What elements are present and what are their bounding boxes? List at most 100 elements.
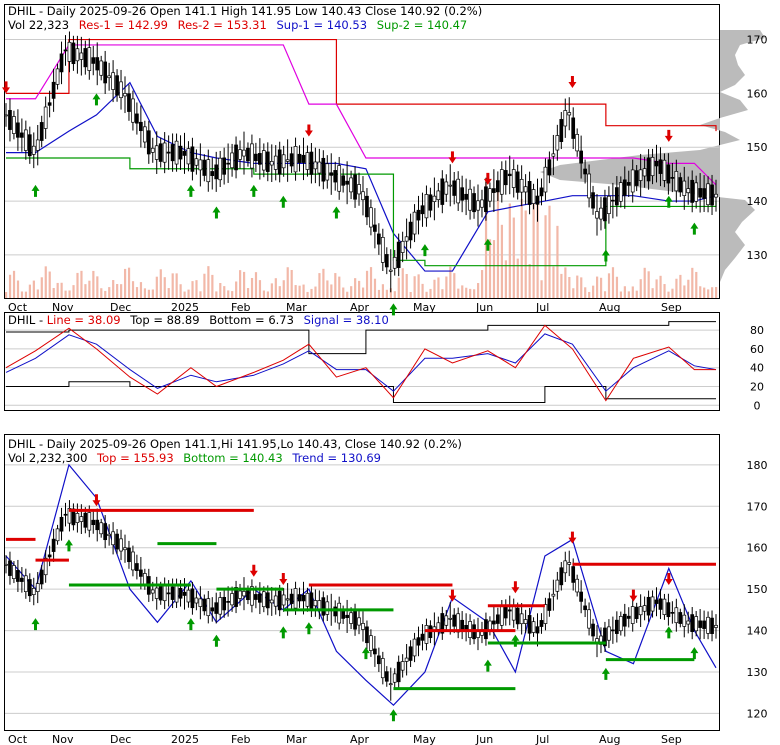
price-candle-body (412, 211, 417, 235)
trend-candle-body (357, 617, 361, 626)
volume-bar (655, 279, 658, 298)
price-candle-body (555, 135, 560, 151)
buy-arrow (186, 184, 195, 197)
signal-arrows (2, 76, 699, 316)
volume-bar (607, 273, 611, 298)
trend-candle-body (79, 516, 84, 522)
price-candle-body (495, 180, 500, 193)
trend-candle-body (71, 508, 76, 526)
price-candle-body (142, 126, 147, 143)
trend-candle-body (519, 613, 524, 625)
volume-bar (413, 276, 416, 298)
month-label: Dec (110, 301, 131, 314)
price-candle-body (234, 144, 238, 171)
volume-bar (127, 267, 131, 298)
volume-bar (199, 291, 202, 298)
volume-bar (104, 290, 107, 298)
volume-bar (159, 269, 162, 298)
volume-bar (619, 291, 623, 298)
volume-bar (453, 273, 456, 298)
volume-bar (484, 179, 488, 298)
sell-arrow (448, 151, 457, 164)
sell-arrow (664, 129, 673, 142)
volume-bar (488, 239, 492, 298)
volume-bar (556, 225, 559, 298)
trend-candle-body (579, 591, 583, 602)
trend-candle-body (27, 579, 32, 597)
buy-arrow (601, 667, 610, 680)
volume-bar (135, 287, 139, 298)
price-candle-body (150, 147, 155, 153)
trend-candle-body (43, 557, 48, 576)
trend-candle-body (535, 626, 540, 634)
sell-arrow (629, 589, 638, 602)
price-candle-body (289, 153, 294, 167)
price-candle-body (607, 195, 611, 214)
y-tick-label: 150 (747, 583, 768, 596)
volume-bar (599, 277, 603, 298)
price-candle-body (206, 159, 211, 183)
price-candle-body (16, 122, 20, 138)
price-candle-body (242, 149, 246, 157)
trend-candle-body (416, 637, 421, 646)
price-candle-body (325, 163, 330, 181)
volume-bars (5, 179, 718, 298)
price-candle-body (535, 195, 540, 205)
month-label: Jun (475, 301, 493, 314)
price-candle-body (543, 166, 548, 193)
volume-bar (461, 285, 464, 298)
price-candle-body (448, 184, 453, 187)
trend-candle-body (571, 566, 576, 583)
trend-candle-body (642, 605, 647, 612)
volume-bar (588, 291, 591, 298)
trend-candle-body (63, 513, 68, 516)
month-label: Jul (535, 733, 549, 745)
price-header-legend: Vol 22,323 Res-1 = 142.99 Res-2 = 153.31… (8, 18, 467, 32)
trend-candle-body (273, 595, 278, 607)
trend-candle-body (682, 614, 687, 627)
volume-bar (282, 280, 285, 298)
trend-candle-body (250, 586, 254, 606)
price-candle-body (440, 178, 445, 205)
trend-candle-body (210, 607, 215, 612)
buy-arrow (64, 539, 73, 552)
trend-candle-body (293, 588, 298, 609)
volume-bar (322, 268, 325, 298)
trend-candle-body (373, 648, 377, 655)
price-candle-body (579, 150, 583, 164)
price-candle-body (373, 224, 377, 232)
trend-bottom-value: Bottom = 140.43 (183, 451, 282, 465)
price-candle-body (694, 182, 699, 202)
volume-bar (254, 272, 258, 298)
trend-candle-body (448, 617, 453, 620)
trend-candle-body (154, 587, 159, 599)
volume-bar (246, 288, 250, 298)
trend-candle-body (611, 629, 615, 632)
price-candle-body (103, 61, 108, 84)
sell-arrow (568, 76, 577, 88)
volume-bar (401, 268, 404, 298)
trend-candle-body (587, 609, 591, 629)
trend-candle-body (400, 661, 405, 671)
trend-candle-body (95, 519, 100, 531)
trend-candle-body (333, 606, 338, 617)
price-candle-body (265, 151, 270, 172)
trend-line-value: Trend = 130.69 (291, 451, 381, 465)
price-candle-body (83, 48, 88, 68)
trend-candle-body (563, 560, 568, 574)
price-candle-body (43, 106, 48, 129)
volume-bar (528, 264, 531, 298)
volume-bar (385, 289, 388, 298)
price-candle-body (8, 110, 12, 130)
price-candle-body (706, 183, 710, 206)
month-label: Apr (350, 301, 370, 314)
trend-candle-body (87, 512, 92, 531)
sell-arrow (2, 81, 10, 94)
price-candle-body (111, 72, 115, 90)
buy-arrow (664, 195, 673, 208)
trend-candle-body (440, 613, 445, 634)
trend-candle-body (131, 551, 135, 571)
trend-candle-body (345, 614, 349, 618)
trend-candle-body (75, 513, 80, 523)
y-tick-label: 140 (747, 195, 768, 208)
